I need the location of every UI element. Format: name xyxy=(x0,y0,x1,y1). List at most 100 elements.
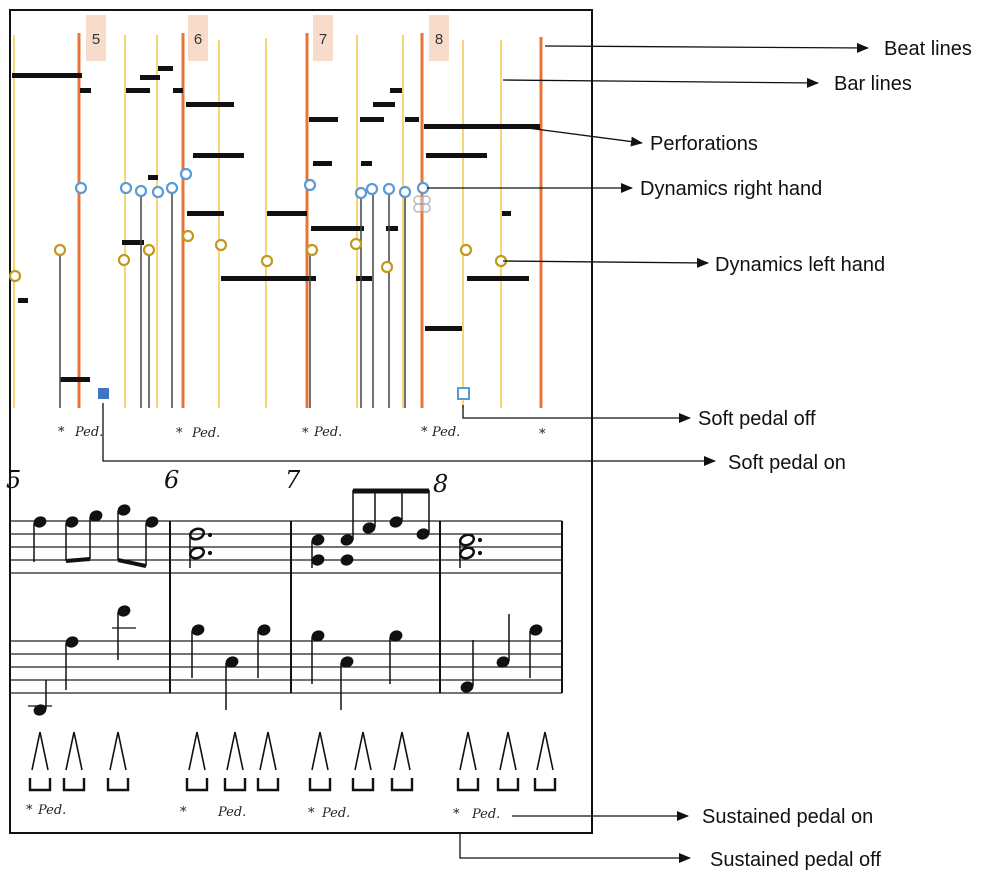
score-barlines xyxy=(169,521,563,693)
perforation xyxy=(221,276,316,281)
dynamics-right-marker xyxy=(416,181,430,195)
perforation xyxy=(361,161,372,166)
pedal-wedge xyxy=(459,731,477,771)
label-soft-pedal-on: Soft pedal on xyxy=(728,452,846,474)
score-pedal-release: * xyxy=(453,807,460,822)
dynamics-left-marker xyxy=(117,253,131,267)
dynamics-right-marker xyxy=(179,167,193,181)
perforation xyxy=(373,102,395,107)
figure-frame xyxy=(9,9,593,834)
perforation xyxy=(148,175,158,180)
bar-lines xyxy=(13,35,502,408)
note-head xyxy=(65,636,79,648)
score-pedal-press: Ped. xyxy=(471,807,500,822)
note-head xyxy=(362,522,376,534)
pedal-wedge xyxy=(393,731,411,771)
dynamics-left-marker xyxy=(214,238,228,252)
pedal-wedge xyxy=(354,731,372,771)
dynamics-left-marker xyxy=(260,254,274,268)
note-head xyxy=(389,516,403,528)
soft-pedal-on-marker xyxy=(98,388,109,399)
note-head xyxy=(65,516,79,528)
treble-staff xyxy=(10,520,562,574)
dynamics-right-hand xyxy=(74,167,430,200)
perforations-arrow xyxy=(519,126,643,147)
soft-pedal-off-marker xyxy=(457,387,470,400)
dynamics-right-marker xyxy=(119,181,133,195)
pedal-wedge xyxy=(499,731,517,771)
perforation xyxy=(313,161,332,166)
measure-badge-8 xyxy=(429,15,449,61)
perforation xyxy=(390,88,402,93)
perforation xyxy=(122,240,144,245)
pedal-wedge xyxy=(311,731,329,771)
label-soft-pedal-off: Soft pedal off xyxy=(698,408,816,430)
note-head xyxy=(117,504,131,516)
score-pedal-press: Ped. xyxy=(37,803,66,818)
note-head xyxy=(145,516,159,528)
dynamics-left-arrow xyxy=(502,257,709,268)
perforation xyxy=(60,377,90,382)
roll-pedal-press: Ped. xyxy=(74,425,103,440)
score-measure-6: 6 xyxy=(164,466,179,494)
roll-pedal-release: * xyxy=(302,426,309,441)
dynamics-stems xyxy=(59,190,406,408)
annotation-labels: Beat lines Bar lines Perforations Dynami… xyxy=(640,38,972,871)
measure-badges: 5 6 7 8 xyxy=(86,15,449,61)
piano-roll: 5 6 7 8 xyxy=(8,15,546,442)
note-head xyxy=(117,605,131,617)
roll-pedal-press: Ped. xyxy=(431,425,460,440)
pedal-bracket xyxy=(256,778,280,792)
dynamics-right-marker xyxy=(134,184,148,198)
pedal-gestures xyxy=(28,731,557,792)
score-pedal-release: * xyxy=(180,805,187,820)
note-head xyxy=(458,546,476,560)
bar-lines-arrow xyxy=(502,77,819,88)
perforation xyxy=(309,117,338,122)
dynamics-cluster-marker xyxy=(421,203,431,213)
roll-measure-7: 7 xyxy=(319,31,327,48)
note-head xyxy=(529,624,543,636)
label-perforations: Perforations xyxy=(650,133,758,155)
note-head xyxy=(458,533,476,547)
dynamics-right-marker xyxy=(382,182,396,196)
dynamics-left-marker xyxy=(8,269,22,283)
measure-badge-5 xyxy=(86,15,106,61)
perforation xyxy=(386,226,398,231)
beat-lines-arrow xyxy=(544,42,869,53)
note-dot xyxy=(477,537,483,543)
bass-notes xyxy=(28,605,543,716)
perforation xyxy=(80,88,91,93)
perforation xyxy=(186,102,234,107)
perforation xyxy=(426,153,487,158)
perforation xyxy=(311,226,364,231)
label-bar-lines: Bar lines xyxy=(834,73,912,95)
label-dynamics-right-hand: Dynamics right hand xyxy=(640,178,822,200)
perforations xyxy=(12,66,540,382)
pedal-bracket xyxy=(223,778,247,792)
music-score: 5 6 7 8 xyxy=(6,466,563,822)
pedal-bracket xyxy=(351,778,375,792)
perforation xyxy=(158,66,173,71)
score-measure-5: 5 xyxy=(6,466,21,494)
note-dot xyxy=(207,550,213,556)
pedal-wedge xyxy=(188,731,206,771)
note-head xyxy=(416,528,430,540)
roll-pedal-release: * xyxy=(58,425,65,440)
roll-measure-6: 6 xyxy=(194,31,202,48)
dynamics-left-marker xyxy=(380,260,394,274)
dynamics-left-marker xyxy=(349,237,363,251)
pedal-bracket xyxy=(308,778,332,792)
dynamics-right-marker xyxy=(74,181,88,195)
perforation xyxy=(502,211,511,216)
annotation-arrows xyxy=(102,42,869,863)
perforation xyxy=(360,117,384,122)
pedal-wedge xyxy=(226,731,244,771)
note-head xyxy=(191,624,205,636)
pedal-wedge xyxy=(31,731,49,771)
note-head xyxy=(340,534,354,546)
roll-pedal-marks: * Ped. * Ped. * Ped. * Ped. * xyxy=(58,425,546,442)
pedal-bracket xyxy=(106,778,130,792)
dynamics-left-marker xyxy=(181,229,195,243)
